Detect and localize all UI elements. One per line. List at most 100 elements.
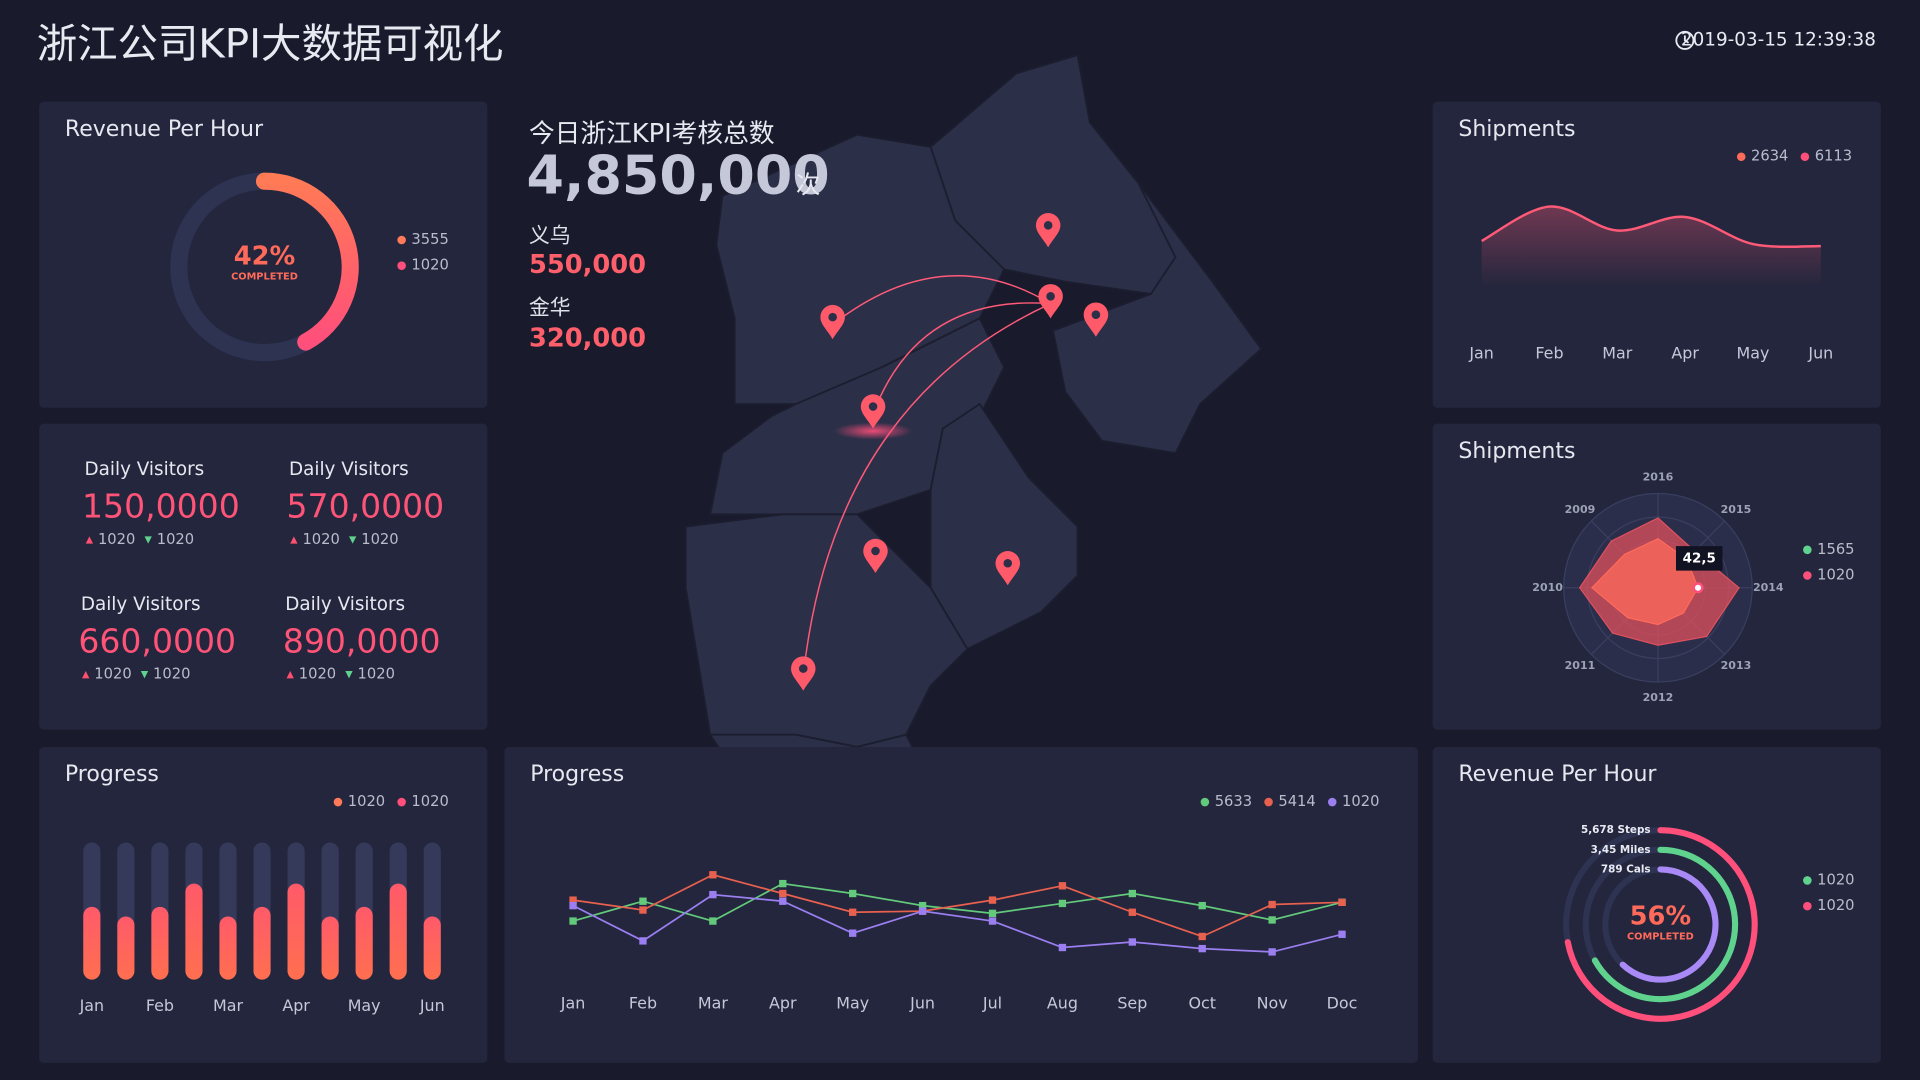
legend-label: 1020 xyxy=(1342,793,1379,810)
line xyxy=(572,893,1343,953)
legend-dot xyxy=(1327,797,1337,807)
x-tick-label: Aug xyxy=(1047,994,1078,1013)
visitor-value: 660,0000 xyxy=(78,621,236,660)
pin-hole xyxy=(1091,310,1101,319)
bar xyxy=(389,883,407,980)
legend-label: 1020 xyxy=(1817,897,1854,914)
visitor-label: Daily Visitors xyxy=(285,594,405,615)
x-tick-label: May xyxy=(836,994,869,1013)
bar xyxy=(219,916,237,980)
visitor-label: Daily Visitors xyxy=(81,594,201,615)
ring-arc xyxy=(1564,827,1758,1022)
x-tick-label: Jun xyxy=(1807,343,1833,362)
line-marker xyxy=(1268,916,1276,924)
legend-label: 1020 xyxy=(1817,871,1854,888)
line-marker xyxy=(1198,932,1206,941)
tooltip-text: 42,5 xyxy=(1683,551,1716,566)
line-marker xyxy=(1128,908,1136,916)
down-arrow xyxy=(140,671,149,679)
pin-shape xyxy=(1035,213,1061,248)
visitor-down: 1020 xyxy=(157,531,194,548)
map-routes xyxy=(802,274,1051,676)
map-pin xyxy=(820,304,845,340)
pin-shape xyxy=(820,304,845,340)
clock-icon xyxy=(1675,30,1695,50)
visitor-value: 890,0000 xyxy=(283,621,441,660)
line-marker xyxy=(569,896,577,904)
legend-label: 1020 xyxy=(1817,567,1854,584)
line-marker xyxy=(988,896,997,904)
legend-dot xyxy=(1803,876,1812,885)
bar xyxy=(83,906,101,980)
legend-label: 1020 xyxy=(411,793,448,810)
line-marker xyxy=(1128,938,1136,946)
visitor-up: 1020 xyxy=(94,666,131,683)
x-tick-label: Jun xyxy=(419,996,445,1015)
kpi-total: 4,850,000 xyxy=(527,143,830,206)
line xyxy=(572,873,1343,938)
pin-hole xyxy=(798,664,808,673)
donut-value: 42% xyxy=(234,242,296,272)
visitor-value: 150,0000 xyxy=(82,487,240,526)
visitor-down: 1020 xyxy=(361,531,398,548)
line-marker xyxy=(1058,943,1067,952)
city-name: 义乌 xyxy=(529,223,571,247)
ring-label: 789 Cals xyxy=(1601,863,1651,875)
map-pin xyxy=(1038,284,1063,319)
legend-dot xyxy=(397,235,406,245)
bar xyxy=(287,883,305,980)
pin-hole xyxy=(871,546,880,556)
line-marker xyxy=(849,889,857,898)
line-marker xyxy=(1198,901,1206,910)
legend-dot xyxy=(397,261,406,270)
x-tick-label: Jan xyxy=(560,994,586,1013)
line-marker xyxy=(1268,948,1276,956)
x-tick-label: Sep xyxy=(1117,994,1147,1013)
legend-label: 1020 xyxy=(348,793,385,810)
legend-label: 1020 xyxy=(411,257,448,274)
legend-dot xyxy=(1803,901,1812,911)
line-marker xyxy=(1198,944,1206,953)
bar xyxy=(423,916,441,980)
line-marker xyxy=(639,897,647,905)
bar xyxy=(151,906,169,980)
map-pin xyxy=(995,551,1020,586)
panel-title: Revenue Per Hour xyxy=(65,117,264,142)
bar xyxy=(117,916,135,980)
map-pins xyxy=(791,213,1109,691)
x-tick-label: Jun xyxy=(909,994,935,1013)
line xyxy=(1481,205,1821,249)
ring-label: 5,678 Steps xyxy=(1581,824,1651,836)
legend-dot xyxy=(1200,797,1210,807)
kpi-unit: 次 xyxy=(796,170,820,199)
legend-label: 5414 xyxy=(1278,793,1315,810)
line-marker xyxy=(639,937,647,945)
radar-point xyxy=(1692,582,1704,594)
legend-label: 1565 xyxy=(1817,541,1854,558)
line-marker xyxy=(709,871,717,879)
pin-hole xyxy=(1043,221,1053,230)
x-tick-label: Mar xyxy=(1602,343,1632,362)
bar xyxy=(355,906,373,980)
x-tick-label: Apr xyxy=(282,996,310,1015)
legend-label: 2634 xyxy=(1751,148,1788,165)
visitor-up: 1020 xyxy=(299,666,336,683)
pin-shape xyxy=(791,656,816,691)
ring-arc xyxy=(1591,846,1739,1003)
pin-shape xyxy=(995,551,1020,586)
x-tick-label: Apr xyxy=(1671,343,1699,362)
pin-shape xyxy=(860,394,886,429)
legend-label: 3555 xyxy=(411,231,448,248)
pin-hole xyxy=(1046,292,1055,301)
map-glow xyxy=(833,422,913,440)
line-marker xyxy=(709,890,717,899)
panel-title: Shipments xyxy=(1458,117,1575,142)
bar xyxy=(185,883,203,980)
line xyxy=(572,882,1343,922)
down-arrow xyxy=(345,671,353,679)
legend-dot xyxy=(1264,797,1273,807)
x-tick-label: Feb xyxy=(629,994,657,1013)
visitor-down: 1020 xyxy=(358,666,395,683)
ring-arc xyxy=(1619,866,1719,983)
radar-axis-label: 2012 xyxy=(1643,691,1674,704)
